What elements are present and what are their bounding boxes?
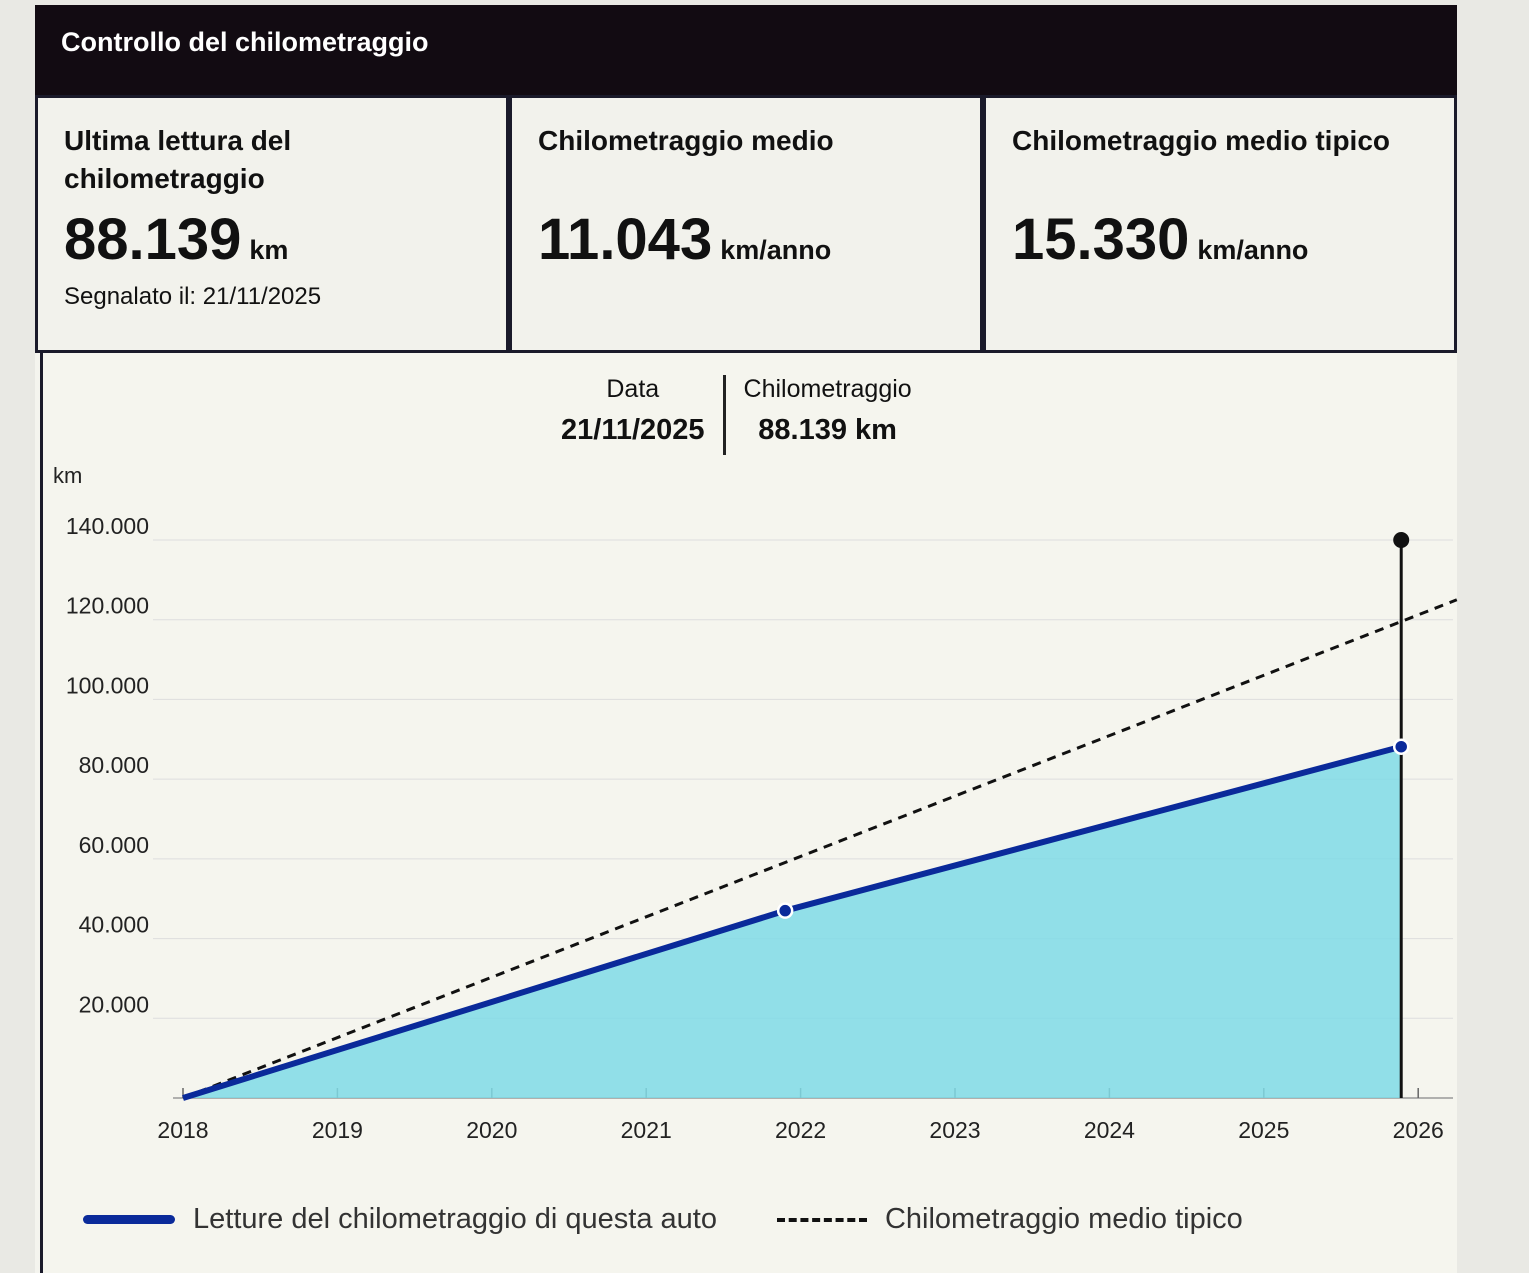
mileage-chart[interactable]: km 20.000 40.000 60.000 80.000 100.000 120.000… xyxy=(40,353,1460,1273)
y-tick-label: 140.000 xyxy=(66,513,149,539)
mileage-widget: Controllo del chilometraggio Ultima lett… xyxy=(35,5,1460,1273)
legend-item-readings: Letture del chilometraggio di questa aut… xyxy=(193,1203,717,1235)
typical-mileage-line xyxy=(182,598,1458,1100)
legend-item-typical: Chilometraggio medio tipico xyxy=(884,1203,1243,1235)
legend-dashed-swatch xyxy=(776,1217,867,1222)
tooltip-km: 88.139 km xyxy=(758,414,897,446)
legend-solid-swatch xyxy=(83,1215,175,1224)
x-tick-label: 2025 xyxy=(1238,1117,1289,1143)
tooltip-date-label: Data xyxy=(606,375,660,403)
x-tick-label: 2021 xyxy=(621,1117,672,1143)
readings-area xyxy=(183,746,1402,1098)
card-average: Chilometraggio medio 11.043 km/anno xyxy=(509,95,983,350)
chart-tooltip: Data 21/11/2025 Chilometraggio 88.139 km xyxy=(543,375,930,455)
card-value: 15.330 xyxy=(1012,207,1190,272)
tooltip-divider xyxy=(722,375,726,455)
y-tick-label: 40.000 xyxy=(79,912,149,938)
hover-marker-top xyxy=(1393,532,1410,548)
reading-point xyxy=(1392,738,1410,755)
y-tick-label: 120.000 xyxy=(66,593,149,619)
card-title: Ultima lettura del chilometraggio xyxy=(64,125,292,194)
tooltip-date: 21/11/2025 xyxy=(561,414,705,446)
x-tick-label: 2024 xyxy=(1084,1117,1135,1143)
card-value: 88.139 xyxy=(64,207,242,272)
y-tick-label: 20.000 xyxy=(79,991,149,1017)
y-tick-label: 60.000 xyxy=(79,832,149,858)
y-tick-label: 100.000 xyxy=(66,672,149,698)
card-unit: km xyxy=(249,235,289,265)
chart-legend: Letture del chilometraggio di questa aut… xyxy=(83,1203,1243,1236)
x-tick-label: 2022 xyxy=(775,1117,826,1143)
card-value: 11.043 xyxy=(538,207,713,272)
y-axis-label: km xyxy=(53,463,82,488)
y-tick-label: 80.000 xyxy=(79,752,149,778)
chart-plot[interactable]: km 20.000 40.000 60.000 80.000 100.000 120.000… xyxy=(43,353,1460,1193)
card-typical-average: Chilometraggio medio tipico 15.330 km/ann… xyxy=(983,95,1457,350)
widget-title: Controllo del chilometraggio xyxy=(35,5,1457,97)
card-last-reading: Ultima lettura del chilometraggio 88.139… xyxy=(35,95,509,350)
card-unit: km/anno xyxy=(1197,235,1309,265)
x-tick-label: 2023 xyxy=(929,1117,980,1143)
x-tick-label: 2020 xyxy=(466,1117,517,1143)
x-tick-label: 2018 xyxy=(157,1117,208,1143)
card-title: Chilometraggio medio xyxy=(538,125,834,156)
x-tick-label: 2019 xyxy=(312,1117,363,1143)
card-unit: km/anno xyxy=(720,235,832,265)
card-title: Chilometraggio medio tipico xyxy=(1012,125,1391,156)
tooltip-km-label: Chilometraggio xyxy=(743,375,912,403)
stats-cards: Ultima lettura del chilometraggio 88.139… xyxy=(35,95,1457,353)
reported-date: Segnalato il: 21/11/2025 xyxy=(64,283,322,310)
reading-point xyxy=(776,902,794,919)
x-tick-label: 2026 xyxy=(1393,1117,1444,1143)
